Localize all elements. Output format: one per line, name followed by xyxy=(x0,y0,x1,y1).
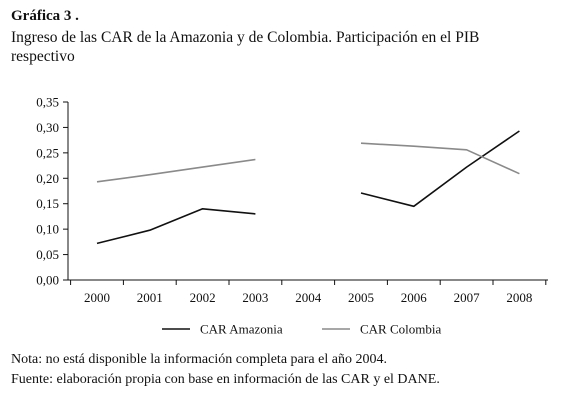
figure-label: Gráfica 3 . xyxy=(11,8,79,24)
x-tick-label: 2000 xyxy=(84,290,110,305)
x-tick-label: 2008 xyxy=(506,290,532,305)
legend-label-car-colombia: CAR Colombia xyxy=(360,322,441,337)
y-tick-label: 0,30 xyxy=(36,120,59,135)
figure-notes: Nota: no está disponible la información … xyxy=(11,350,440,390)
series-line-car-amazonia xyxy=(96,208,256,245)
y-tick-label: 0,20 xyxy=(36,171,59,186)
x-tick-label: 2006 xyxy=(401,290,428,305)
figure-heading: Gráfica 3 . Ingreso de las CAR de la Ama… xyxy=(11,6,566,66)
legend-label-car-amazonia: CAR Amazonia xyxy=(200,322,283,337)
chart-series xyxy=(96,130,520,245)
x-tick-label: 2002 xyxy=(190,290,216,305)
x-tick-label: 2003 xyxy=(242,290,268,305)
x-tick-label: 2004 xyxy=(295,290,322,305)
y-tick-label: 0,25 xyxy=(36,145,59,160)
series-line-car-colombia xyxy=(96,158,256,183)
x-tick-label: 2001 xyxy=(137,290,163,305)
chart-legend: CAR Amazonia CAR Colombia xyxy=(162,322,441,337)
line-chart: 0,00 0,05 0,10 0,15 0,20 0,25 0,30 0,35 2000 2001… xyxy=(36,95,548,337)
note-text: Nota: no está disponible la información … xyxy=(11,352,387,367)
y-tick-label: 0,10 xyxy=(36,222,59,237)
chart-axes: 0,00 0,05 0,10 0,15 0,20 0,25 0,30 0,35 2000 2001… xyxy=(36,95,548,305)
x-tick-label: 2005 xyxy=(348,290,374,305)
y-tick-label: 0,35 xyxy=(36,95,59,110)
chart-title: Ingreso de las CAR de la Amazonia y de C… xyxy=(11,29,480,65)
series-line-car-amazonia xyxy=(360,130,520,208)
source-text: Fuente: elaboración propia con base en i… xyxy=(11,372,440,387)
series-line-car-colombia xyxy=(360,142,520,175)
y-tick-label: 0,00 xyxy=(36,273,59,288)
y-tick-label: 0,15 xyxy=(36,196,59,211)
y-tick-label: 0,05 xyxy=(36,247,59,262)
x-tick-label: 2007 xyxy=(454,290,481,305)
